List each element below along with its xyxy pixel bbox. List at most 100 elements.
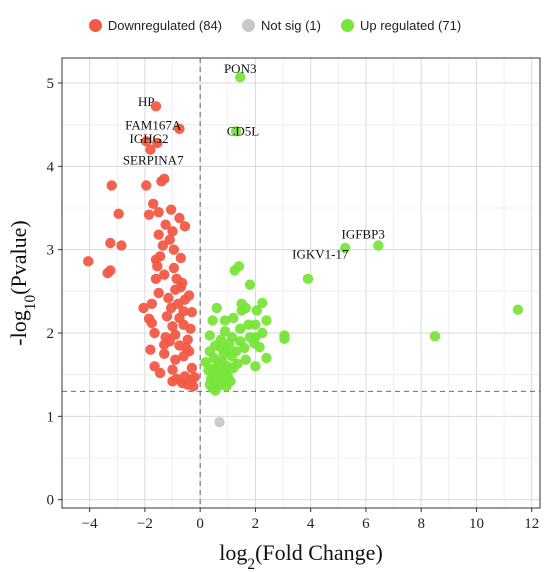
x-tick-label: 12 <box>524 516 539 532</box>
y-tick-label: 0 <box>47 493 55 509</box>
point-downregulated <box>152 261 163 272</box>
point-up-regulated <box>236 305 247 316</box>
point-downregulated <box>168 262 180 274</box>
point-downregulated <box>146 298 157 310</box>
legend-label-downregulated: Downregulated (84) <box>107 17 223 33</box>
point-up-regulated <box>279 333 290 345</box>
chart-legend: Downregulated (84) Not sig (1) Up regula… <box>0 14 550 36</box>
point-up-regulated <box>244 279 256 290</box>
point-downregulated <box>150 101 162 112</box>
point-up-regulated <box>257 297 268 309</box>
x-tick-label: 4 <box>307 516 315 532</box>
legend-item-not-sig: Not sig (1) <box>242 18 321 33</box>
point-downregulated <box>160 219 171 230</box>
point-downregulated <box>150 273 162 285</box>
point-up-regulated <box>243 319 254 330</box>
point-downregulated <box>157 240 169 251</box>
point-up-regulated <box>200 356 211 368</box>
point-up-regulated <box>512 304 524 315</box>
threshold-lines <box>62 58 540 508</box>
point-downregulated <box>141 180 152 191</box>
point-downregulated <box>83 256 94 267</box>
point-up-regulated <box>211 302 222 314</box>
point-downregulated <box>167 321 178 332</box>
point-downregulated <box>149 327 160 339</box>
plot-frame <box>61 57 541 509</box>
point-downregulated <box>161 311 173 322</box>
y-tick-label: 4 <box>47 159 55 175</box>
legend-item-downregulated: Downregulated (84) <box>88 17 223 33</box>
point-downregulated <box>138 302 149 314</box>
point-up-regulated <box>229 265 240 276</box>
point-up-regulated <box>261 315 272 326</box>
point-downregulated <box>156 176 167 187</box>
point-label: IGHG2 <box>130 131 169 146</box>
point-up-regulated <box>340 242 351 254</box>
point-up-regulated <box>235 323 246 335</box>
point-label: FAM167A <box>125 118 182 133</box>
y-tick-label: 2 <box>47 326 55 342</box>
point-downregulated <box>145 344 156 355</box>
x-tick-label: 8 <box>417 516 425 532</box>
point-label: IGFBP3 <box>341 227 384 242</box>
point-downregulated <box>159 339 170 350</box>
point-up-regulated <box>228 362 239 374</box>
y-axis-ticks: 0 1 2 3 4 5 <box>47 76 62 509</box>
legend-label-up-regulated: Up regulated (71) <box>359 17 462 33</box>
point-downregulated <box>167 226 178 237</box>
point-downregulated <box>186 362 198 374</box>
point-up-regulated <box>221 381 232 392</box>
point-downregulated <box>174 123 185 135</box>
point-label: SERPINA7 <box>123 153 184 168</box>
point-downregulated <box>165 204 177 215</box>
point-up-regulated <box>219 315 231 326</box>
grid-lines <box>62 58 540 508</box>
point-downregulated <box>146 317 157 329</box>
point-label: PON3 <box>224 61 257 76</box>
point-label: IGKV1-17 <box>292 247 349 262</box>
point-downregulated <box>105 237 116 249</box>
x-tick-label: 0 <box>196 516 204 532</box>
point-downregulated <box>179 221 191 232</box>
legend-label-not-sig: Not sig (1) <box>261 17 321 33</box>
y-tick-label: 1 <box>47 409 55 425</box>
point-downregulated <box>182 334 193 345</box>
point-downregulated <box>178 351 189 362</box>
point-up-regulated <box>251 305 262 316</box>
point-downregulated <box>145 144 156 155</box>
point-label: CD5L <box>227 123 260 138</box>
y-tick-label: 5 <box>47 76 55 92</box>
point-up-regulated <box>261 352 272 364</box>
x-axis-ticks: −4 −2 0 2 4 6 8 10 12 <box>82 508 539 532</box>
point-downregulated <box>168 244 180 255</box>
point-downregulated <box>167 376 178 387</box>
legend-item-up-regulated: Up regulated (71) <box>340 17 462 33</box>
point-downregulated <box>186 306 198 318</box>
x-tick-label: −2 <box>137 516 153 532</box>
point-downregulated <box>185 323 196 335</box>
point-downregulated <box>153 229 164 240</box>
point-up-regulated <box>429 331 441 342</box>
point-up-regulated <box>250 361 261 372</box>
point-downregulated <box>153 287 164 299</box>
point-downregulated <box>141 136 152 147</box>
point-up-regulated <box>228 312 239 324</box>
point-downregulated <box>167 364 178 375</box>
point-up-regulated <box>230 126 242 137</box>
x-tick-label: −4 <box>82 516 98 532</box>
x-tick-label: 6 <box>362 516 370 532</box>
x-tick-label: 2 <box>252 516 260 532</box>
point-downregulated <box>106 180 117 191</box>
point-downregulated <box>159 348 170 360</box>
point-not-sig <box>214 416 225 428</box>
legend-swatch-up-regulated <box>340 18 354 32</box>
point-up-regulated <box>302 273 314 285</box>
y-tick-label: 3 <box>47 243 55 259</box>
point-downregulated <box>113 208 124 220</box>
point-downregulated <box>170 284 181 295</box>
point-up-regulated <box>207 315 218 326</box>
point-up-regulated <box>240 354 251 365</box>
point-downregulated <box>165 302 177 314</box>
